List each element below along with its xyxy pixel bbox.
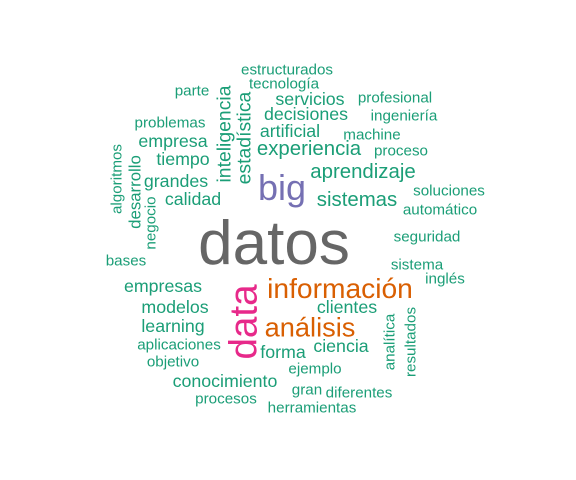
word-profesional: profesional (357, 89, 433, 107)
word-inteligencia: inteligencia (213, 85, 236, 183)
word-grandes: grandes (143, 171, 209, 192)
word-ciencia: ciencia (313, 336, 369, 357)
word-tiempo: tiempo (156, 149, 210, 170)
word-big: big (257, 167, 307, 208)
word-machine: machine (343, 126, 401, 144)
word-data: data (222, 284, 266, 360)
word-tecnología: tecnología (248, 75, 320, 93)
word-seguridad: seguridad (393, 228, 461, 246)
word-artificial: artificial (259, 121, 321, 142)
word-información: información (267, 271, 413, 304)
word-sistemas: sistemas (316, 188, 398, 211)
word-ingeniería: ingeniería (370, 107, 438, 125)
word-soluciones: soluciones (413, 182, 485, 200)
word-herramientas: herramientas (267, 399, 357, 417)
word-decisiones: decisiones (263, 104, 349, 125)
word-modelos: modelos (141, 297, 209, 318)
word-learning: learning (141, 316, 205, 337)
word-empresa: empresa (138, 131, 208, 152)
word-forma: forma (260, 342, 306, 363)
word-empresas: empresas (123, 276, 203, 297)
word-estructurados: estructurados (240, 61, 334, 79)
word-objetivo: objetivo (146, 353, 200, 371)
word-calidad: calidad (164, 189, 222, 210)
word-inglés: inglés (425, 270, 465, 288)
word-sistema: sistema (390, 256, 444, 274)
word-gran: gran (291, 381, 323, 399)
word-servicios: servicios (275, 89, 345, 110)
word-algoritmos: algoritmos (108, 143, 126, 215)
word-problemas: problemas (134, 114, 206, 132)
word-experiencia: experiencia (256, 137, 362, 160)
word-estadística: estadística (233, 91, 256, 185)
word-clientes: clientes (316, 297, 378, 318)
word-conocimiento: conocimiento (172, 371, 278, 392)
word-ejemplo: ejemplo (288, 360, 342, 378)
word-proceso: proceso (373, 142, 429, 160)
word-procesos: procesos (195, 390, 257, 408)
word-analítica: analítica (381, 313, 399, 371)
word-automático: automático (402, 201, 478, 219)
word-aplicaciones: aplicaciones (137, 336, 221, 354)
word-parte: parte (174, 82, 210, 100)
word-resultados: resultados (402, 306, 420, 378)
word-negocio: negocio (142, 196, 160, 250)
word-análisis: análisis (264, 311, 356, 343)
word-bases: bases (105, 252, 147, 270)
word-diferentes: diferentes (325, 384, 393, 402)
word-aprendizaje: aprendizaje (310, 160, 416, 183)
word-datos: datos (198, 209, 350, 278)
